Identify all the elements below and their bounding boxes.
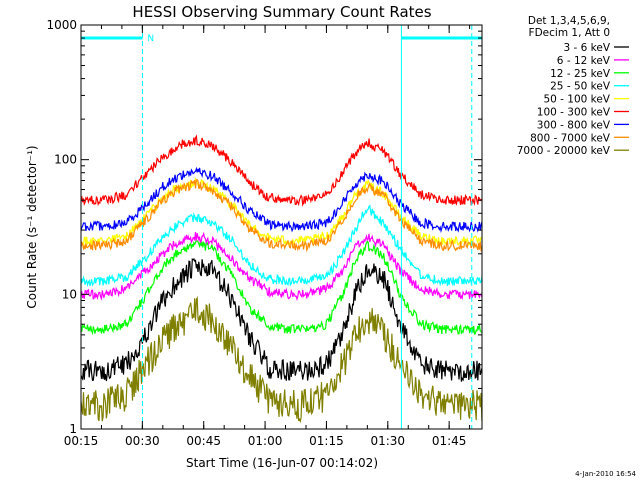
x-axis-label: Start Time (16-Jun-07 00:14:02) — [186, 456, 378, 470]
legend-entry-label: 7000 - 20000 keV — [517, 145, 611, 157]
y-tick-label: 1000 — [46, 18, 77, 32]
series-line — [81, 257, 482, 382]
series-line — [81, 179, 482, 253]
timestamp: 4-Jan-2010 16:54 — [575, 470, 636, 478]
x-tick-label: 01:45 — [432, 434, 467, 448]
legend-entry-label: 25 - 50 keV — [550, 81, 611, 93]
legend-header: Det 1,3,4,5,6,9, — [528, 15, 610, 27]
legend-entry-label: 50 - 100 keV — [543, 94, 610, 106]
series-line — [81, 177, 482, 247]
legend: Det 1,3,4,5,6,9,FDecim 1, Att 0 3 - 6 keV… — [517, 15, 629, 157]
series-layer — [81, 134, 482, 424]
y-axis-label: Count Rate (s⁻¹ detector⁻¹) — [25, 145, 39, 308]
y-tick-label: 100 — [54, 153, 77, 167]
x-tick-label: 01:00 — [248, 434, 283, 448]
chart-title: HESSI Observing Summary Count Rates — [132, 3, 431, 21]
flag-annotation: N — [147, 34, 154, 44]
x-tick-label: 00:45 — [186, 434, 221, 448]
x-tick-label: 01:15 — [309, 434, 344, 448]
plot-area: N — [81, 25, 482, 429]
observing-flags: N — [81, 25, 482, 429]
x-tick-label: 00:30 — [125, 434, 160, 448]
x-tick-label: 01:30 — [370, 434, 405, 448]
legend-entry-label: 100 - 300 keV — [537, 107, 611, 119]
legend-entry-label: 800 - 7000 keV — [530, 132, 611, 144]
legend-entry-label: 6 - 12 keV — [557, 55, 611, 67]
legend-header: FDecim 1, Att 0 — [529, 27, 610, 39]
y-tick-label: 10 — [62, 287, 77, 301]
series-line — [81, 238, 482, 336]
series-line — [81, 166, 482, 234]
plot-frame — [80, 24, 483, 430]
x-tick-label: 00:15 — [64, 434, 99, 448]
axes: 00:15 00:30 00:45 01:00 01:15 01:30 01:45 1 10 10… — [46, 18, 482, 448]
series-line — [81, 231, 482, 302]
series-line — [81, 295, 482, 424]
legend-entry-label: 3 - 6 keV — [563, 42, 610, 54]
series-line — [81, 134, 482, 207]
series-line — [81, 204, 482, 288]
legend-entry-label: 300 - 800 keV — [537, 119, 611, 131]
legend-entry-label: 12 - 25 keV — [550, 68, 611, 80]
y-tick-label: 1 — [69, 422, 77, 436]
